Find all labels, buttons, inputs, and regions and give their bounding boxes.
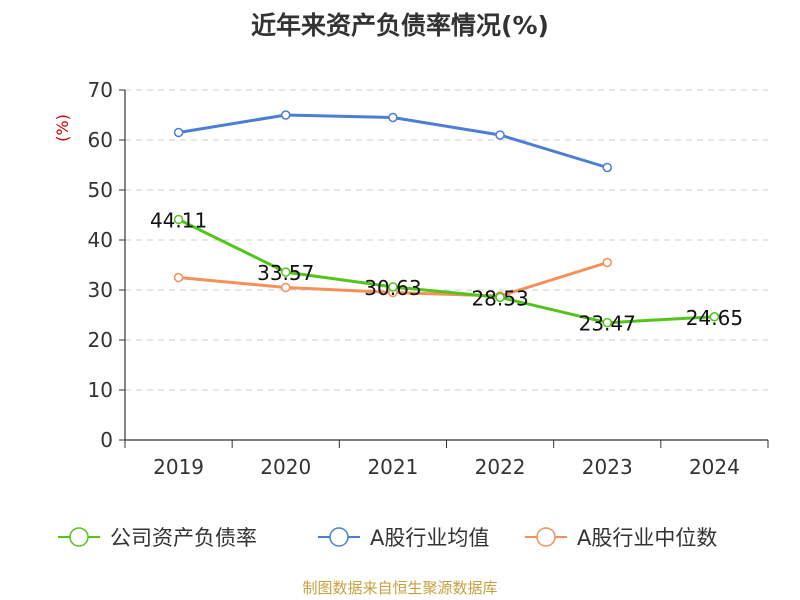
data-point xyxy=(495,292,505,303)
source-note: 制图数据来自恒生聚源数据库 xyxy=(302,579,498,597)
y-axis-label: (%) xyxy=(53,114,72,142)
x-tick-label: 2022 xyxy=(475,455,526,479)
legend-marker xyxy=(329,527,349,547)
data-point xyxy=(388,112,398,123)
grid-lines xyxy=(125,89,768,391)
y-tick-label: 50 xyxy=(88,178,113,202)
data-label: 30.63 xyxy=(364,276,421,300)
data-point xyxy=(173,127,184,138)
y-tick-label: 10 xyxy=(88,378,113,402)
series-lines xyxy=(173,110,720,328)
data-labels: 44.11 33.57 30.63 28.53 23.47 24.65 xyxy=(150,208,743,335)
legend-marker xyxy=(69,527,89,547)
data-point xyxy=(388,282,398,292)
legend-label: A股行业中位数 xyxy=(577,526,717,550)
data-point xyxy=(173,214,184,225)
series-line xyxy=(178,113,608,169)
data-label: 28.53 xyxy=(471,286,528,310)
data-label: 44.11 xyxy=(150,208,207,232)
y-tick-label: 0 xyxy=(100,428,113,452)
x-tick-label: 2023 xyxy=(582,455,633,479)
y-tick-label: 30 xyxy=(88,278,113,302)
series-line xyxy=(177,218,715,325)
y-tick-label: 70 xyxy=(88,78,113,102)
data-point xyxy=(173,272,184,283)
data-point xyxy=(495,130,505,140)
x-tick-label: 2021 xyxy=(367,455,418,479)
x-tick-label: 2019 xyxy=(153,455,204,479)
legend-marker xyxy=(536,527,556,547)
data-point xyxy=(281,110,291,120)
legend-label: A股行业均值 xyxy=(370,526,489,550)
axes: 0 10 20 30 40 50 60 70 2019 2020 2021 2022 2023 2024 xyxy=(88,78,769,479)
y-tick-label: 60 xyxy=(88,128,113,152)
data-label: 33.57 xyxy=(257,261,314,285)
legend: 公司资产负债率 A股行业均值 A股行业中位数 xyxy=(58,526,717,550)
data-point xyxy=(602,162,612,173)
x-tick-label: 2020 xyxy=(260,455,311,479)
data-point xyxy=(602,257,612,268)
x-tick-label: 2024 xyxy=(689,455,740,479)
data-point xyxy=(281,282,291,293)
data-label: 24.65 xyxy=(686,306,743,330)
legend-label: 公司资产负债率 xyxy=(110,526,257,550)
data-point xyxy=(709,312,720,322)
data-point xyxy=(281,267,291,277)
data-label: 23.47 xyxy=(579,312,636,336)
chart-title: 近年来资产负债率情况(%) xyxy=(251,11,549,40)
data-point xyxy=(602,317,612,328)
y-tick-label: 20 xyxy=(88,328,113,352)
y-tick-label: 40 xyxy=(88,228,113,252)
